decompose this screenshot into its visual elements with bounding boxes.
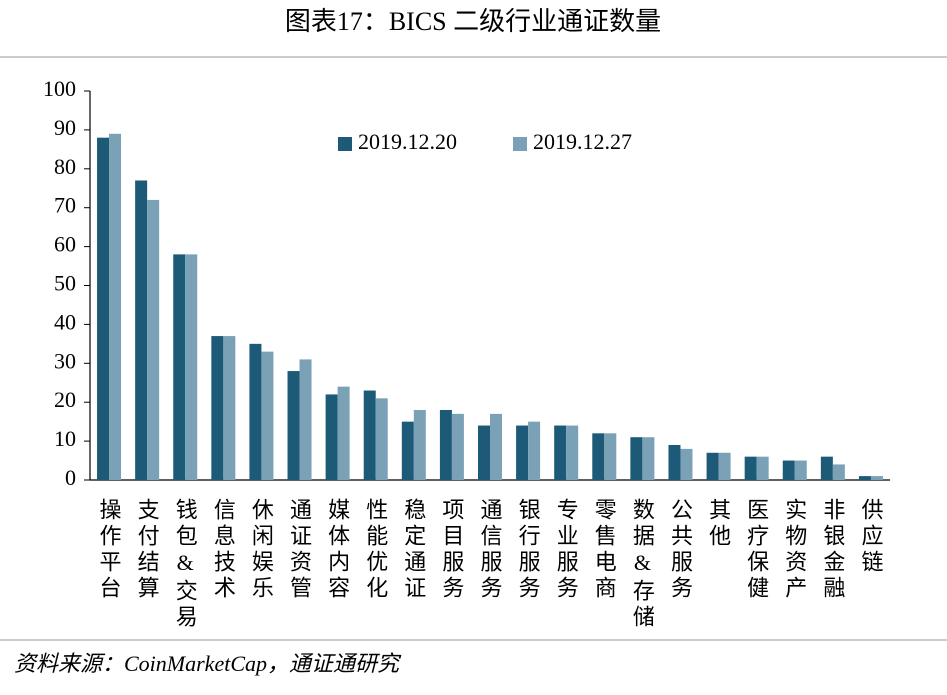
bar bbox=[299, 359, 312, 480]
bar bbox=[630, 437, 643, 480]
bar bbox=[439, 409, 452, 480]
y-tick-label: 70 bbox=[54, 193, 76, 218]
bar bbox=[363, 390, 376, 480]
bar bbox=[325, 394, 338, 480]
bar bbox=[642, 437, 655, 480]
y-tick-label: 100 bbox=[43, 76, 76, 101]
bar bbox=[820, 456, 833, 480]
x-tick-label: 非银金融 bbox=[820, 498, 845, 602]
bar bbox=[375, 398, 388, 480]
bar bbox=[401, 421, 414, 480]
bar bbox=[147, 199, 160, 481]
y-tick-label: 90 bbox=[54, 115, 76, 140]
legend-swatch bbox=[513, 137, 527, 151]
bar bbox=[592, 433, 605, 480]
x-tick-label: 操作平台 bbox=[97, 498, 122, 602]
x-tick-label: 稳定通证 bbox=[401, 498, 426, 602]
bar bbox=[668, 444, 681, 480]
bar bbox=[744, 456, 757, 480]
bar bbox=[287, 371, 300, 480]
bar bbox=[566, 425, 579, 480]
bar bbox=[211, 336, 224, 480]
y-tick-label: 50 bbox=[54, 271, 76, 296]
bar bbox=[223, 336, 236, 480]
x-tick-label: 通信服务 bbox=[478, 498, 503, 602]
bar bbox=[185, 254, 198, 480]
x-tick-label: 其他 bbox=[706, 498, 731, 550]
y-tick-label: 80 bbox=[54, 154, 76, 179]
bar bbox=[135, 180, 148, 480]
x-tick-label: 专业服务 bbox=[554, 498, 579, 602]
y-tick-label: 60 bbox=[54, 232, 76, 257]
y-tick-label: 0 bbox=[65, 465, 76, 490]
x-tick-label: 信息技术 bbox=[211, 498, 236, 602]
x-tick-label: 数据&存储 bbox=[630, 498, 655, 631]
bar bbox=[528, 421, 541, 480]
bar bbox=[173, 254, 186, 480]
chart-title: 图表17：BICS 二级行业通证数量 bbox=[285, 7, 661, 36]
bar bbox=[97, 137, 110, 480]
bar bbox=[478, 425, 490, 480]
bar bbox=[249, 343, 262, 480]
bar bbox=[490, 413, 502, 480]
x-tick-label: 零售电商 bbox=[592, 498, 617, 602]
bar bbox=[794, 460, 807, 480]
bar bbox=[680, 448, 693, 480]
x-tick-label: 银行服务 bbox=[516, 498, 541, 602]
x-tick-label: 钱包&交易 bbox=[173, 498, 198, 631]
legend-swatch bbox=[338, 137, 352, 151]
bar bbox=[516, 425, 529, 480]
bar bbox=[718, 452, 731, 480]
bar bbox=[451, 413, 464, 480]
bar bbox=[832, 464, 845, 480]
bar bbox=[554, 425, 567, 480]
y-tick-label: 10 bbox=[54, 426, 76, 451]
y-tick-label: 20 bbox=[54, 387, 76, 412]
bar bbox=[109, 133, 122, 481]
legend-label: 2019.12.20 bbox=[358, 129, 457, 154]
bar bbox=[261, 351, 274, 480]
x-tick-label: 实物资产 bbox=[782, 498, 807, 602]
y-tick-label: 30 bbox=[54, 348, 76, 373]
x-tick-label: 支付结算 bbox=[135, 498, 160, 602]
y-tick-label: 40 bbox=[54, 309, 76, 334]
x-tick-label: 性能优化 bbox=[363, 498, 388, 602]
x-tick-label: 通证资管 bbox=[287, 498, 312, 602]
x-tick-label: 休闲娱乐 bbox=[249, 498, 274, 602]
bar bbox=[870, 476, 883, 480]
x-tick-label: 公共服务 bbox=[668, 498, 693, 602]
legend-label: 2019.12.27 bbox=[533, 129, 632, 154]
bar bbox=[413, 409, 426, 480]
bar bbox=[782, 460, 795, 480]
x-tick-label: 媒体内容 bbox=[325, 498, 350, 602]
bar bbox=[858, 476, 871, 480]
x-tick-label: 供应链 bbox=[858, 498, 883, 576]
bar bbox=[337, 386, 350, 480]
bar bbox=[756, 456, 769, 480]
source: 资料来源：CoinMarketCap，通证通研究 bbox=[14, 651, 402, 676]
x-tick-label: 医疗保健 bbox=[744, 498, 769, 602]
x-tick-label: 项目服务 bbox=[439, 498, 464, 602]
bar bbox=[604, 433, 617, 480]
bar bbox=[706, 452, 719, 480]
